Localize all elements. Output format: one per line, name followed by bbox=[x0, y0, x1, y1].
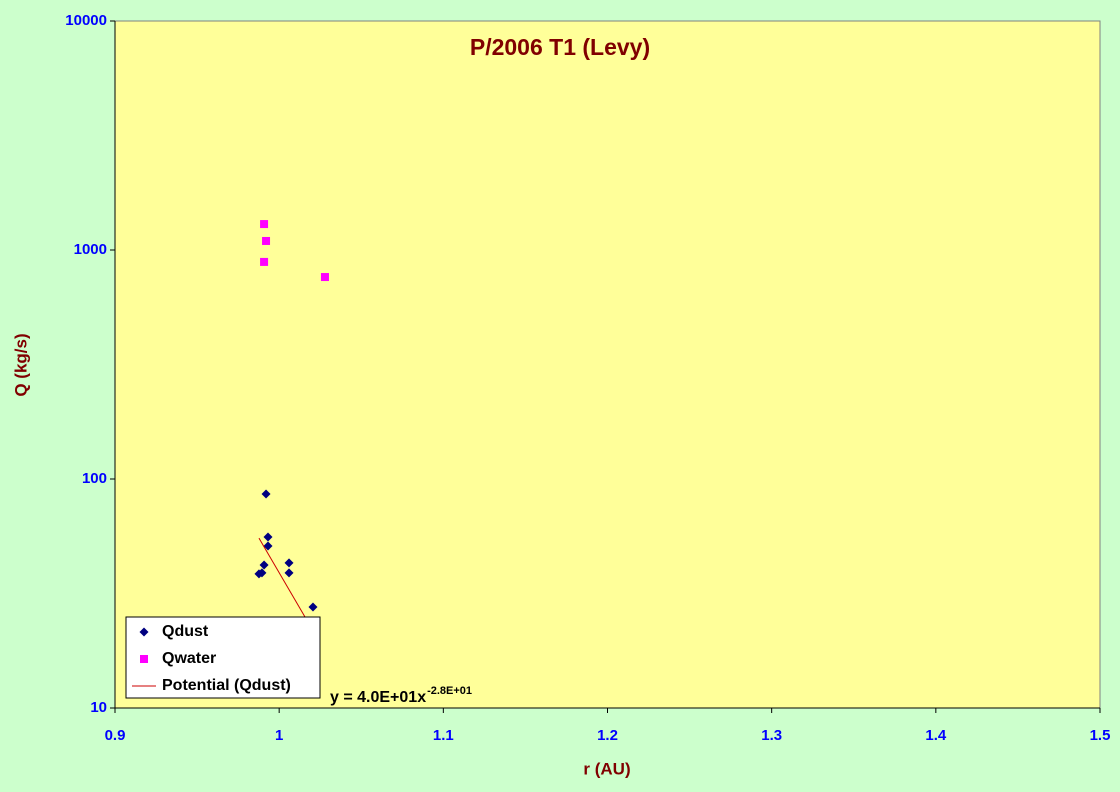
point bbox=[284, 558, 294, 568]
x-tick-label: 1 bbox=[275, 727, 283, 744]
plot-area bbox=[114, 20, 1101, 709]
legend-label: Qdust bbox=[162, 623, 209, 640]
point bbox=[262, 236, 271, 245]
trend-exponent: -2.8E+01 bbox=[427, 685, 472, 697]
y-axis-title: Q (kg/s) bbox=[11, 333, 30, 396]
point bbox=[257, 568, 267, 578]
y-tick-label: 1000 bbox=[74, 241, 107, 258]
chart-title: P/2006 T1 (Levy) bbox=[470, 34, 650, 60]
x-tick-label: 0.9 bbox=[105, 727, 126, 744]
legend-swatch bbox=[140, 655, 148, 663]
point bbox=[284, 568, 294, 578]
x-tick-label: 1.5 bbox=[1090, 727, 1111, 744]
x-axis-title: r (AU) bbox=[583, 759, 630, 778]
trend-equation: y = 4.0E+01x bbox=[330, 689, 426, 706]
point bbox=[261, 489, 271, 499]
point bbox=[260, 220, 269, 229]
y-tick-label: 10 bbox=[90, 699, 107, 716]
point bbox=[263, 541, 273, 551]
legend-label: Potential (Qdust) bbox=[162, 677, 291, 694]
x-tick-label: 1.4 bbox=[925, 727, 947, 744]
point bbox=[263, 532, 273, 542]
x-tick-label: 1.3 bbox=[761, 727, 782, 744]
point bbox=[259, 560, 269, 570]
point bbox=[308, 602, 318, 612]
point bbox=[260, 257, 269, 266]
x-tick-label: 1.1 bbox=[433, 727, 454, 744]
point bbox=[320, 273, 329, 282]
x-tick-label: 1.2 bbox=[597, 727, 618, 744]
y-tick-label: 10000 bbox=[65, 12, 107, 29]
y-tick-label: 100 bbox=[82, 470, 107, 487]
legend-box bbox=[125, 616, 321, 699]
trend-line bbox=[258, 537, 306, 618]
legend-label: Qwater bbox=[162, 650, 216, 667]
legend-swatch bbox=[139, 627, 149, 637]
